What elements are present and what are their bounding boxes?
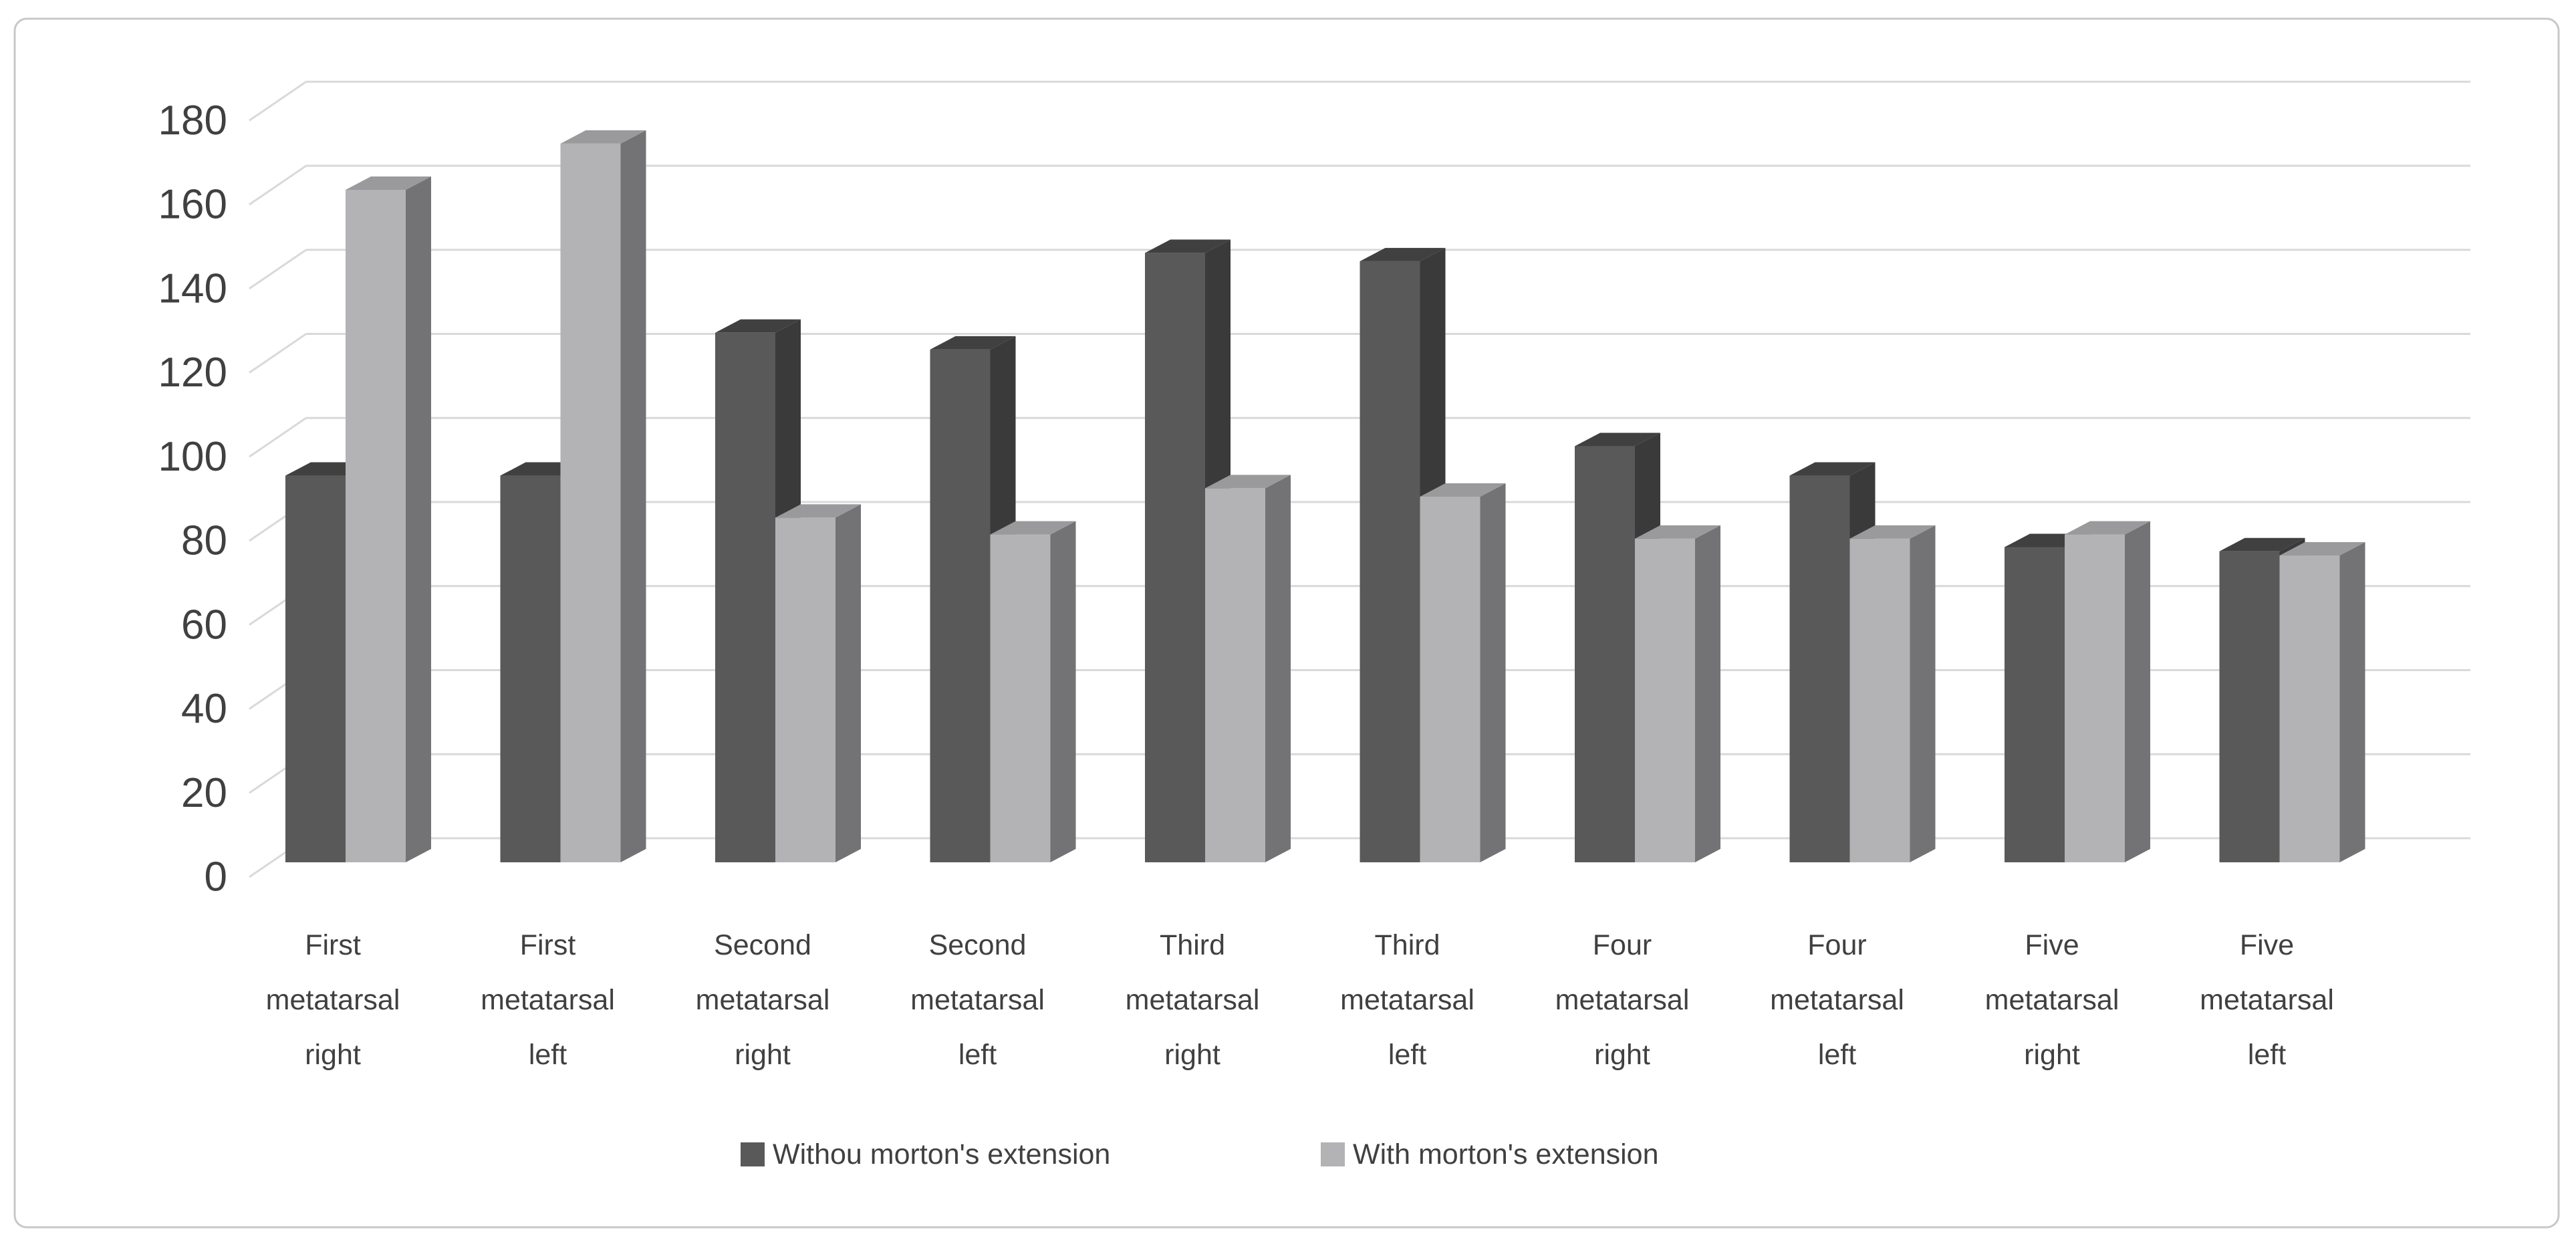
bar-side-face <box>2125 521 2150 862</box>
bar-side-face <box>1695 525 1720 862</box>
category-axis-label: left <box>1388 1039 1426 1071</box>
bar-top-face <box>1205 475 1291 489</box>
category-axis-label: right <box>1164 1039 1220 1071</box>
y-axis-tick-label: 180 <box>158 98 227 144</box>
bar-top-face <box>930 336 1016 350</box>
legend-swatch <box>741 1142 765 1166</box>
bar-side-face <box>835 504 861 862</box>
category-axis-label: metatarsal <box>1770 984 1904 1016</box>
category-axis-label: First <box>520 929 576 961</box>
y-axis-tick-label: 0 <box>205 854 227 900</box>
category-axis-label: left <box>2248 1039 2286 1071</box>
bar-top-face <box>1420 483 1506 497</box>
category-axis-label: Four <box>1593 929 1652 961</box>
y-axis-tick-label: 20 <box>181 770 227 816</box>
category-axis-label: metatarsal <box>910 984 1045 1016</box>
category-axis-label: metatarsal <box>1340 984 1474 1016</box>
category-axis-label: Third <box>1160 929 1225 961</box>
category-axis-label: metatarsal <box>2200 984 2334 1016</box>
bar-front-face <box>715 332 775 862</box>
bar-side-face <box>1910 525 1936 862</box>
bar-front-face <box>1145 253 1205 862</box>
bar-front-face <box>2279 555 2340 862</box>
bar-top-face <box>2219 537 2305 551</box>
category-axis-label: left <box>529 1039 567 1071</box>
bar-front-face <box>930 349 991 862</box>
category-axis-label: right <box>305 1039 361 1071</box>
bar-front-face <box>775 517 835 862</box>
legend-label: Withou morton's extension <box>773 1138 1110 1170</box>
category-axis-label: Third <box>1375 929 1440 961</box>
bar-top-face <box>1360 247 1446 261</box>
bar-front-face <box>2219 551 2280 862</box>
bar-side-face <box>1265 475 1291 862</box>
category-axis-label: Five <box>2025 929 2079 961</box>
bar-front-face <box>1360 261 1420 862</box>
category-axis-label: Second <box>714 929 811 961</box>
legend-label: With morton's extension <box>1353 1138 1659 1170</box>
y-axis-tick-label: 60 <box>181 602 227 648</box>
category-axis-label: metatarsal <box>1126 984 1260 1016</box>
y-axis-depth-tick <box>249 164 307 206</box>
bar-top-face <box>715 319 801 333</box>
y-axis-tick-label: 120 <box>158 350 227 396</box>
y-axis-depth-tick <box>249 417 307 458</box>
bar-front-face <box>1849 538 1910 862</box>
bar-top-face <box>560 130 646 144</box>
category-axis-label: right <box>2024 1039 2080 1071</box>
legend-swatch <box>1321 1142 1345 1166</box>
y-axis-tick-label: 140 <box>158 265 227 312</box>
category-axis-label: metatarsal <box>1985 984 2119 1016</box>
bar-top-face <box>2279 542 2365 556</box>
category-axis-label: Second <box>929 929 1027 961</box>
bar-side-face <box>406 176 431 862</box>
category-axis-label: right <box>735 1039 791 1071</box>
y-axis-depth-tick <box>249 81 307 122</box>
bar-top-face <box>346 176 431 190</box>
category-axis-label: Five <box>2240 929 2294 961</box>
bar-front-face <box>560 143 621 862</box>
category-axis-label: Four <box>1807 929 1866 961</box>
bar-front-face <box>1205 488 1265 862</box>
bar-front-face <box>990 534 1051 862</box>
bar-top-face <box>990 521 1076 535</box>
y-axis-depth-tick <box>249 249 307 289</box>
bar-top-face <box>775 504 861 518</box>
bar-front-face <box>285 475 346 862</box>
y-axis-tick-label: 100 <box>158 434 227 480</box>
bar-front-face <box>1420 496 1480 862</box>
bar-front-face <box>2005 547 2065 862</box>
bar-top-face <box>1789 462 1876 476</box>
y-axis-tick-label: 80 <box>181 518 227 564</box>
category-axis-label: metatarsal <box>696 984 830 1016</box>
y-axis-depth-tick <box>249 333 307 374</box>
bar-front-face <box>1789 475 1850 862</box>
category-axis-label: left <box>1818 1039 1856 1071</box>
category-axis-label: First <box>305 929 361 961</box>
bar-top-face <box>1575 432 1660 447</box>
bar-front-face <box>346 190 406 862</box>
category-axis-label: metatarsal <box>266 984 400 1016</box>
category-axis-label: metatarsal <box>1555 984 1690 1016</box>
bar-top-face <box>1635 525 1720 539</box>
bar-side-face <box>1050 521 1076 862</box>
bar-front-face <box>500 475 561 862</box>
bar-top-face <box>2065 521 2150 535</box>
category-axis-label: metatarsal <box>481 984 615 1016</box>
y-axis-tick-label: 160 <box>158 182 227 228</box>
bar-front-face <box>1575 446 1635 862</box>
category-axis-label: left <box>958 1039 997 1071</box>
bar-front-face <box>1635 538 1695 862</box>
bar-top-face <box>1849 525 1936 539</box>
bar-side-face <box>1480 483 1506 862</box>
bar-front-face <box>2065 534 2125 862</box>
bar-side-face <box>620 130 646 862</box>
y-axis-tick-label: 40 <box>181 686 227 732</box>
bar-side-face <box>2339 542 2365 862</box>
category-axis-label: right <box>1594 1039 1650 1071</box>
bar-top-face <box>1145 239 1231 253</box>
